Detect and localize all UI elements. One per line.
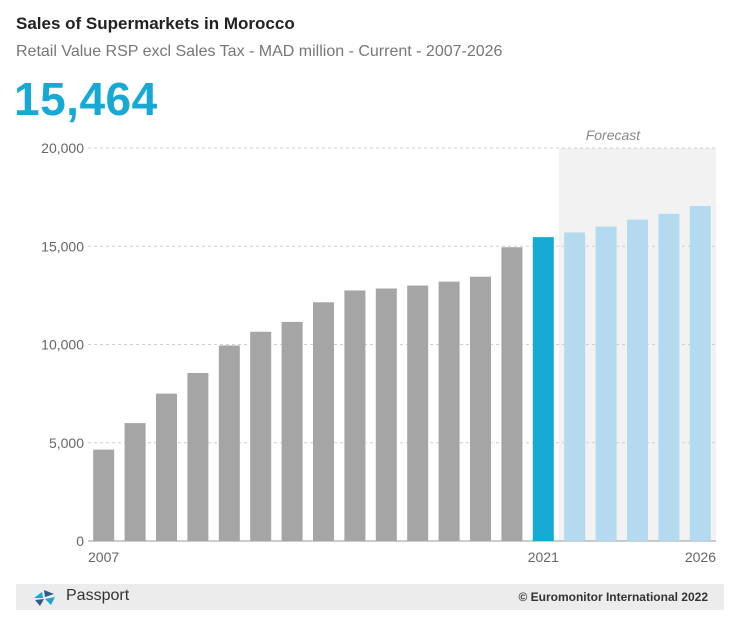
bar-2018	[438, 281, 460, 541]
bar-2025	[658, 213, 680, 541]
bar-2017	[407, 285, 429, 541]
forecast-label: Forecast	[586, 127, 642, 143]
bar-2007	[93, 449, 115, 541]
bar-2022	[564, 232, 586, 541]
passport-logo-icon	[34, 590, 55, 606]
x-tick-label: 2021	[528, 549, 559, 565]
bar-2008	[124, 423, 146, 541]
y-tick-label: 10,000	[41, 337, 84, 353]
y-tick-label: 5,000	[49, 435, 84, 451]
bar-2024	[627, 219, 648, 541]
bar-2009	[156, 393, 177, 541]
bar-2011	[218, 345, 240, 541]
bar-2021	[532, 237, 554, 542]
y-tick-label: 20,000	[41, 140, 84, 156]
x-tick-label: 2026	[685, 549, 716, 565]
chart-subtitle: Retail Value RSP excl Sales Tax - MAD mi…	[16, 43, 503, 60]
headline-value: 15,464	[14, 73, 158, 125]
bar-2014	[313, 302, 334, 541]
bar-2020	[501, 247, 523, 542]
bar-2023	[595, 226, 617, 541]
x-tick-label: 2007	[88, 549, 119, 565]
bar-2016	[375, 288, 397, 541]
bar-chart: Forecast 0 5,000 10,000 15,000 20,000 2007 2021…	[41, 127, 716, 565]
bar-2015	[344, 290, 366, 541]
y-tick-label: 0	[76, 533, 84, 549]
brand-name: Passport	[66, 587, 130, 604]
y-tick-label: 15,000	[41, 238, 84, 254]
bar-2013	[281, 321, 303, 541]
bar-2026	[689, 205, 711, 541]
bar-2010	[187, 372, 209, 541]
footer-bar: Passport © Euromonitor International 202…	[16, 584, 724, 610]
chart-title: Sales of Supermarkets in Morocco	[16, 14, 295, 33]
bar-2019	[470, 276, 491, 541]
bar-2012	[250, 331, 272, 541]
copyright-text: © Euromonitor International 2022	[518, 590, 708, 604]
